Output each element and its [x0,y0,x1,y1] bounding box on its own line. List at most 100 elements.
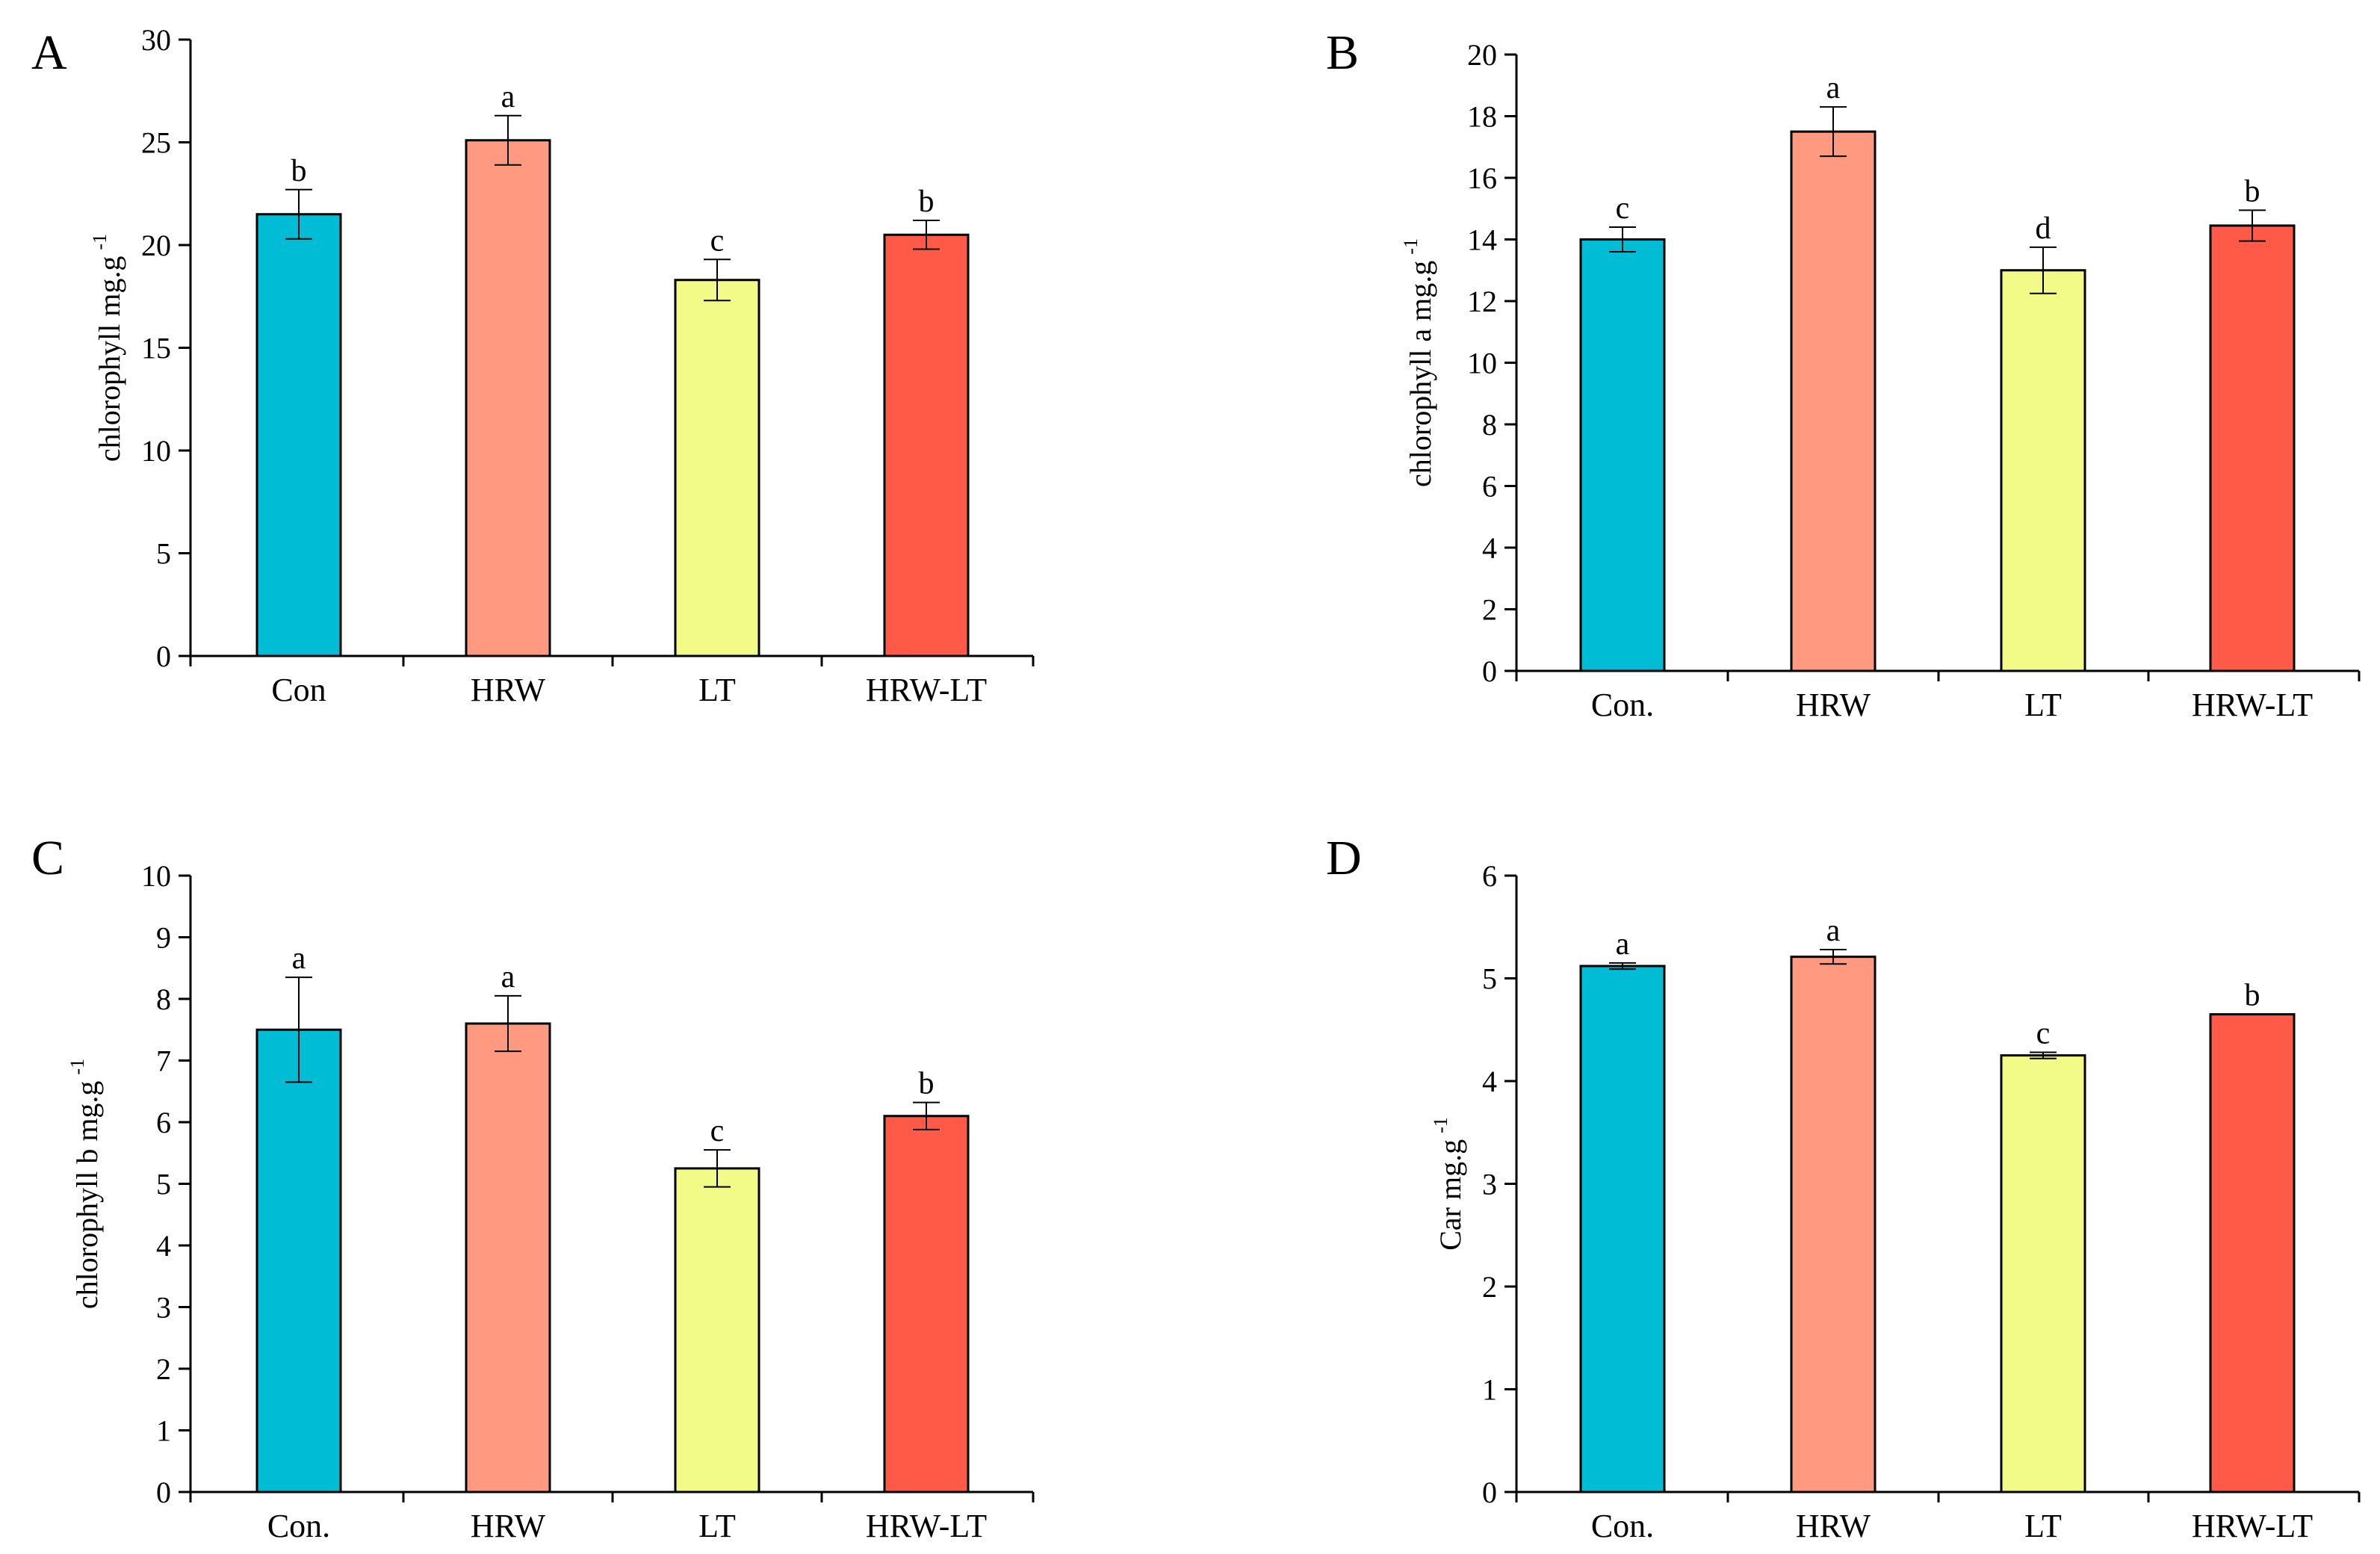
bar-hrw-lt [2209,224,2296,672]
bar-con [255,1028,342,1493]
y-tick-label: 10 [141,859,171,893]
y-tick-label: 15 [141,332,171,365]
y-tick-label: 0 [156,640,171,673]
y-tick-label: 30 [141,23,171,57]
y-tick-label: 8 [1482,408,1497,442]
y-axis-label-text: chlorophyll a mg.g [1404,261,1437,487]
y-axis-label: chlorophyll a mg.g -1 [1400,238,1437,487]
bar-lt [674,1167,760,1493]
y-tick-label: 0 [156,1476,171,1509]
significance-letter: d [2036,211,2051,246]
y-tick-label: 20 [1467,38,1497,72]
x-tick-label: HRW-LT [2192,687,2313,723]
y-tick-label: 1 [156,1414,171,1448]
bar-con [1579,238,1666,672]
y-tick-label: 16 [1467,161,1497,195]
y-tick-label: 9 [156,921,171,955]
y-tick-label: 25 [141,126,171,160]
x-tick-label: Con [271,672,326,708]
x-tick-label: HRW-LT [2192,1508,2313,1544]
y-tick-label: 2 [1482,1270,1497,1304]
y-tick-label: 10 [141,434,171,468]
panel-letter: A [31,25,67,80]
y-tick-label: 2 [156,1352,171,1386]
x-tick-label: HRW [471,1508,546,1544]
significance-letter: a [1616,927,1630,962]
bar-hrw-lt [2209,1013,2296,1493]
significance-letter: b [291,154,307,188]
significance-letter: c [1616,191,1630,226]
x-tick-label: Con. [267,1508,330,1544]
significance-letter: b [919,1067,935,1101]
y-tick-label: 7 [156,1044,171,1078]
y-tick-label: 6 [1482,859,1497,893]
significance-letter: b [919,185,935,219]
y-tick-label: 3 [1482,1168,1497,1201]
y-tick-label: 4 [1482,1065,1497,1098]
y-tick-label: 10 [1467,347,1497,380]
x-tick-label: Con. [1591,1508,1654,1544]
bar-con [255,213,342,657]
bar-lt [674,279,760,657]
bar-hrw-lt [883,1115,970,1493]
significance-letter: b [2245,979,2260,1013]
significance-letter: b [2245,174,2260,208]
panel-letter: B [1326,25,1359,80]
x-tick-label: HRW [1796,1508,1871,1544]
y-axis-label-superscript: -1 [1400,238,1422,255]
bar-con [1579,965,1666,1493]
x-tick-label: HRW-LT [866,672,987,708]
chart-panel-a: A 0 5 10 15 20 25 30 chlorophyll mg.g -1 b Con a HRW c… [31,23,1035,708]
significance-letter: a [1826,914,1841,948]
panel-letter: D [1326,831,1362,885]
y-tick-label: 1 [1482,1373,1497,1407]
y-tick-label: 0 [1482,654,1497,688]
y-tick-label: 14 [1467,223,1497,257]
chart-panel-d: D 0 1 2 3 4 5 6 Car mg.g -1 a Con. a HRW c LT b HRW-LT [1326,831,2361,1544]
bar-hrw [1790,956,1877,1493]
bar-hrw-lt [883,233,970,657]
y-tick-label: 20 [141,229,171,262]
x-tick-label: HRW [471,672,546,708]
y-tick-label: 8 [156,982,171,1016]
y-tick-label: 5 [1482,962,1497,996]
x-tick-label: HRW-LT [866,1508,987,1544]
significance-letter: c [2036,1017,2051,1051]
y-axis-label-text: chlorophyll mg.g [93,256,126,462]
y-axis-label-superscript: -1 [1430,1117,1451,1133]
significance-letter: c [710,223,725,258]
y-axis-label: chlorophyll mg.g -1 [89,234,126,462]
significance-letter: a [292,941,306,976]
y-tick-label: 3 [156,1291,171,1325]
y-tick-label: 4 [1482,531,1497,565]
chart-panel-c: C 0 1 2 3 4 5 6 7 8 9 10 chlorophyll b mg.g -1 a Con. a H… [31,831,1035,1544]
bar-lt [2000,269,2086,672]
y-axis-label-text: Car mg.g [1434,1139,1467,1251]
chart-panel-b: B 0 2 4 6 8 10 12 14 16 18 20 chlorophyll a mg.g -1 c C… [1326,25,2361,723]
x-tick-label: HRW [1796,687,1871,723]
significance-letter: a [1826,71,1841,105]
y-tick-label: 6 [1482,470,1497,504]
y-axis-label-text: chlorophyll b mg.g [70,1081,104,1310]
bar-hrw [465,1022,551,1493]
panel-letter: C [31,831,64,885]
bar-hrw [465,139,551,657]
x-tick-label: LT [2024,1508,2062,1544]
x-tick-label: LT [698,672,736,708]
y-tick-label: 18 [1467,100,1497,134]
y-tick-label: 6 [156,1106,171,1139]
y-axis-label-superscript: -1 [66,1059,88,1075]
significance-letter: a [501,80,515,114]
x-tick-label: LT [698,1508,736,1544]
x-tick-label: LT [2024,687,2062,723]
y-tick-label: 0 [1482,1476,1497,1509]
significance-letter: a [501,960,515,994]
y-tick-label: 2 [1482,593,1497,627]
y-axis-label-superscript: -1 [89,234,111,250]
y-tick-label: 12 [1467,285,1497,318]
bar-hrw [1790,130,1877,672]
significance-letter: c [710,1114,725,1148]
x-tick-label: Con. [1591,687,1654,723]
y-axis-label: Car mg.g -1 [1430,1117,1467,1251]
